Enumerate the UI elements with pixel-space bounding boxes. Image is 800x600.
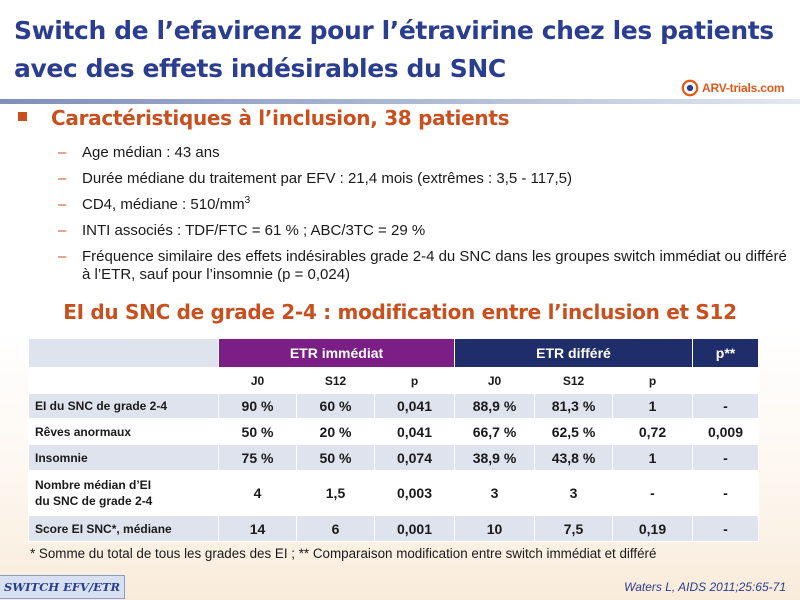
table-row: Score EI SNC*, médiane 14 6 0,001 10 7,5… [28,515,759,542]
main-bullet: Caractéristiques à l’inclusion, 38 patie… [18,106,509,130]
table-cell: - [692,393,759,419]
list-item: – INTI associés : TDF/FTC = 61 % ; ABC/3… [58,222,788,240]
table-cell: 50 % [296,444,375,471]
subheader-j0-differe: J0 [454,367,535,394]
group-header-etr-differe: ETR différé [454,338,693,368]
table-corner-cell [28,338,219,368]
table-cell: 0,003 [374,470,455,516]
table-footnote: * Somme du total de tous les grades des … [30,546,657,561]
list-item-text: Durée médiane du traitement par EFV : 21… [82,170,572,187]
list-item-text: Fréquence similaire des effets indésirab… [82,248,787,283]
table-cell: 0,074 [374,444,455,471]
table-cell: 3 [454,470,535,516]
table-cell: - [692,515,759,542]
table-cell: 60 % [296,393,375,419]
characteristics-list: – Age médian : 43 ans – Durée médiane du… [58,144,788,292]
group-header-etr-immediat: ETR immédiat [218,338,455,368]
table-cell: - [612,470,693,516]
table-cell: 10 [454,515,535,542]
table-row: Insomnie 75 % 50 % 0,074 38,9 % 43,8 % 1… [28,444,759,471]
list-item-text: Age médian : 43 ans [82,144,220,161]
row-label: Score EI SNC*, médiane [28,515,219,542]
table-row: Nombre médian d’EI du SNC de grade 2-4 4… [28,470,759,516]
dash-bullet-icon: – [58,196,67,213]
subheader-s12-differe: S12 [534,367,613,394]
table-cell: 0,041 [374,393,455,419]
subheader-p-immediat: p [374,367,455,394]
table-cell: 0,041 [374,418,455,445]
main-bullet-text: Caractéristiques à l’inclusion, 38 patie… [51,106,510,130]
row-label: Insomnie [28,444,219,471]
subheader-blank-cell [28,367,219,394]
table-cell: 38,9 % [454,444,535,471]
table-cell: 50 % [218,418,297,445]
arv-trials-logo-icon [681,79,699,97]
subheader-p-differe: p [612,367,693,394]
dash-bullet-icon: – [58,222,67,239]
dash-bullet-icon: – [58,248,67,265]
row-label: Rêves anormaux [28,418,219,445]
table-cell: 1,5 [296,470,375,516]
list-item: – Age médian : 43 ans [58,144,788,162]
table-cell: 3 [534,470,613,516]
dash-bullet-icon: – [58,144,67,161]
table-cell: 4 [218,470,297,516]
table-cell: 81,3 % [534,393,613,419]
table-subheader-row: J0 S12 p J0 S12 p [28,367,759,394]
row-label: Nombre médian d’EI du SNC de grade 2-4 [28,470,219,516]
table-cell: 90 % [218,393,297,419]
list-item-text: CD4, médiane : 510/mm3 [82,196,788,214]
title-separator [0,99,800,104]
subheader-blank-p [692,367,759,394]
adverse-events-table: ETR immédiat ETR différé p** J0 S12 p J0… [28,338,759,542]
list-item: – Durée médiane du traitement par EFV : … [58,170,788,188]
slide-title-line-1: Switch de l’efavirenz pour l’étravirine … [14,16,774,45]
slide-title-line-2: avec des effets indésirables du SNC [14,54,506,83]
cd4-superscript: 3 [244,195,251,206]
group-header-p-comparison: p** [692,338,759,368]
arv-trials-logo-text: ARV-trials.com [702,81,785,95]
dash-bullet-icon: – [58,170,67,187]
table-cell: 0,19 [612,515,693,542]
table-row: EI du SNC de grade 2-4 90 % 60 % 0,041 8… [28,393,759,419]
table-cell: 88,9 % [454,393,535,419]
table-cell: 20 % [296,418,375,445]
table-cell: 75 % [218,444,297,471]
slide-title: Switch de l’efavirenz pour l’étravirine … [14,12,794,88]
square-bullet-icon [18,112,27,121]
table-group-header-row: ETR immédiat ETR différé p** [28,338,759,368]
table-cell: 0,001 [374,515,455,542]
list-item: – CD4, médiane : 510/mm3 [58,196,788,214]
table-cell: - [692,470,759,516]
slide-tag: SWITCH EFV/ETR [0,575,125,599]
table-row: Rêves anormaux 50 % 20 % 0,041 66,7 % 62… [28,418,759,445]
table-cell: 1 [612,444,693,471]
reference-citation: Waters L, AIDS 2011;25:65-71 [624,580,786,594]
subheader-j0-immediat: J0 [218,367,297,394]
table-cell: 43,8 % [534,444,613,471]
arv-trials-logo[interactable]: ARV-trials.com [681,78,785,98]
row-label: EI du SNC de grade 2-4 [28,393,219,419]
table-cell: 7,5 [534,515,613,542]
table-cell: 14 [218,515,297,542]
table-cell: 66,7 % [454,418,535,445]
list-item: – Fréquence similaire des effets indésir… [58,248,788,284]
subheader-s12-immediat: S12 [296,367,375,394]
list-item-text: INTI associés : TDF/FTC = 61 % ; ABC/3TC… [82,222,426,239]
table-cell: 6 [296,515,375,542]
table-cell: 0,72 [612,418,693,445]
table-cell: 0,009 [692,418,759,445]
table-title: EI du SNC de grade 2-4 : modification en… [63,300,737,324]
table-cell: 1 [612,393,693,419]
table-cell: - [692,444,759,471]
row-label-line-1: Nombre médian d’EI [35,478,152,492]
row-label-line-2: du SNC de grade 2-4 [35,494,153,508]
cd4-text: CD4, médiane : 510/mm [82,196,245,213]
table-cell: 62,5 % [534,418,613,445]
